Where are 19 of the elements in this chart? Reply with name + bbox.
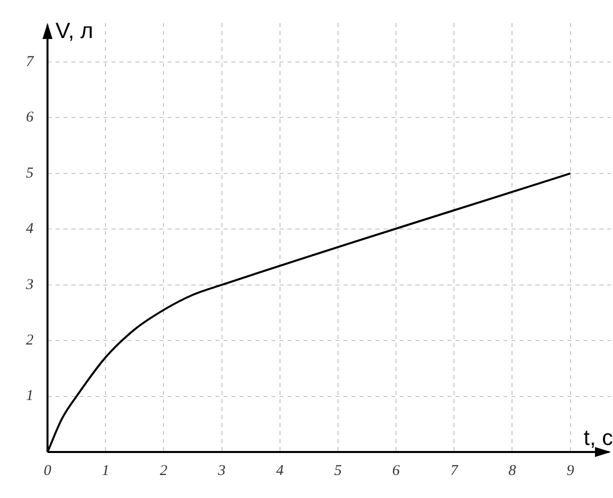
y-axis-title: V, л <box>56 18 94 44</box>
y-tick-label: 4 <box>26 221 34 238</box>
x-tick-label: 9 <box>566 462 575 479</box>
y-tick-label: 1 <box>26 388 34 404</box>
y-tick-label: 7 <box>26 54 35 70</box>
x-tick-label: 0 <box>44 462 52 479</box>
x-tick-label: 4 <box>276 462 284 479</box>
x-tick-label: 2 <box>160 462 168 479</box>
y-tick-label: 6 <box>26 110 34 126</box>
x-tick-label: 3 <box>217 462 226 479</box>
x-tick-label: 5 <box>334 462 342 479</box>
x-tick-label: 6 <box>392 462 400 479</box>
y-tick-label: 3 <box>25 276 34 293</box>
y-tick-label: 5 <box>26 165 34 182</box>
x-tick-label: 1 <box>102 462 110 479</box>
x-tick-label: 8 <box>508 462 516 479</box>
x-axis-title: t, c <box>584 425 613 450</box>
x-tick-label: 7 <box>450 462 460 479</box>
y-tick-label: 2 <box>26 332 34 349</box>
